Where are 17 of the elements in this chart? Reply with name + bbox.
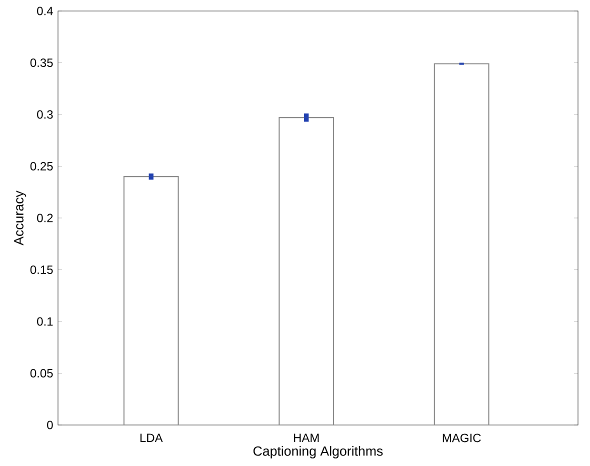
bar	[278, 117, 334, 425]
x-axis-title: Captioning Algorithms	[253, 446, 383, 458]
y-tick-label: 0.2	[37, 214, 53, 222]
x-tick-label: HAM	[294, 434, 319, 442]
y-tick-label: 0.15	[30, 265, 53, 274]
y-tick-label: 0.4	[37, 6, 53, 16]
x-tick-label: LDA	[140, 434, 163, 442]
y-tick-label: 0.3	[37, 110, 53, 119]
y-tick-label: 0.05	[30, 368, 53, 378]
x-tick-label: MAGIC	[442, 434, 481, 442]
y-tick-label: 0.25	[30, 162, 53, 170]
bar	[434, 63, 490, 425]
y-tick-label: 0.35	[30, 58, 53, 67]
bar	[123, 176, 179, 425]
y-tick-label: 0.1	[37, 317, 53, 326]
y-axis-title: Accuracy	[14, 190, 26, 246]
y-tick-label: 0	[47, 420, 53, 430]
